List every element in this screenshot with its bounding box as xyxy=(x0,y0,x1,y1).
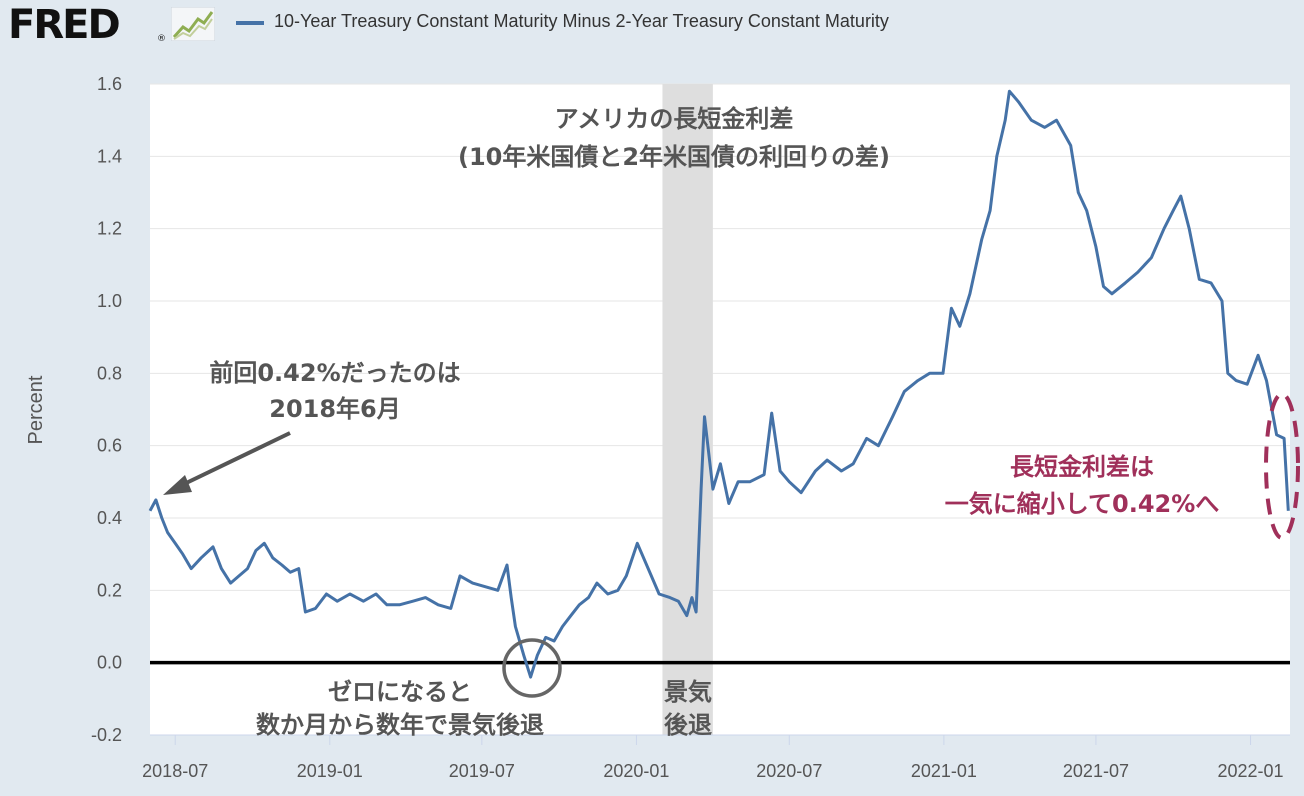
y-tick-label: 0.0 xyxy=(97,653,122,673)
x-tick-label: 2021-07 xyxy=(1063,761,1129,781)
plot-area xyxy=(150,84,1290,735)
arrow-icon xyxy=(163,431,291,495)
y-tick-label: 0.2 xyxy=(97,580,122,600)
annotation-title-line2: (10年米国債と2年米国債の利回りの差) xyxy=(458,143,890,171)
legend-label[interactable]: 10-Year Treasury Constant Maturity Minus… xyxy=(274,11,889,31)
registered-mark: ® xyxy=(157,34,166,44)
y-tick-label: 0.8 xyxy=(97,363,122,383)
y-tick-label: 1.6 xyxy=(97,74,122,94)
x-tick-label: 2021-01 xyxy=(911,761,977,781)
line-chart-icon xyxy=(171,7,215,41)
y-tick-label: -0.2 xyxy=(91,725,122,745)
y-axis-label: Percent xyxy=(25,375,47,444)
recession-shading xyxy=(662,84,713,735)
y-axis: 1.6 1.4 1.2 1.0 0.8 0.6 0.4 0.2 0.0 -0.2 xyxy=(91,74,122,745)
x-tick-label: 2022-01 xyxy=(1217,761,1283,781)
annotation-previous-line1: 前回0.42%だったのは xyxy=(209,359,460,387)
annotation-zero-line1: ゼロになると xyxy=(328,678,472,706)
annotation-title-line1: アメリカの長短金利差 xyxy=(555,105,794,133)
chart-header: FRED ® 10-Year Treasury Constant Maturit… xyxy=(0,0,1304,48)
y-tick-label: 1.4 xyxy=(97,146,122,166)
x-tick-label: 2018-07 xyxy=(142,761,208,781)
x-tick-label: 2020-07 xyxy=(756,761,822,781)
annotation-recession-line2: 後退 xyxy=(664,711,712,739)
annotation-recession-line1: 景気 xyxy=(664,678,712,706)
legend-swatch xyxy=(236,21,264,25)
x-axis: 2018-07 2019-01 2019-07 2020-01 2020-07 2021-… xyxy=(142,734,1290,781)
y-tick-label: 0.6 xyxy=(97,436,122,456)
x-tick-label: 2019-07 xyxy=(449,761,515,781)
y-tick-label: 1.0 xyxy=(97,291,122,311)
annotation-previous-line2: 2018年6月 xyxy=(269,395,401,423)
annotation-zero-line2: 数か月から数年で景気後退 xyxy=(256,711,544,739)
fred-logo[interactable]: FRED xyxy=(8,2,121,48)
current-value-ellipse xyxy=(1264,392,1300,540)
y-tick-label: 1.2 xyxy=(97,219,122,239)
annotation-current-line2: 一気に縮小して0.42%へ xyxy=(945,490,1220,518)
x-tick-label: 2020-01 xyxy=(603,761,669,781)
y-tick-label: 0.4 xyxy=(97,508,122,528)
series-line xyxy=(148,89,1290,679)
zero-crossing-circle xyxy=(502,638,562,698)
x-tick-label: 2019-01 xyxy=(297,761,363,781)
annotation-current-line1: 長短金利差は xyxy=(1010,453,1154,481)
